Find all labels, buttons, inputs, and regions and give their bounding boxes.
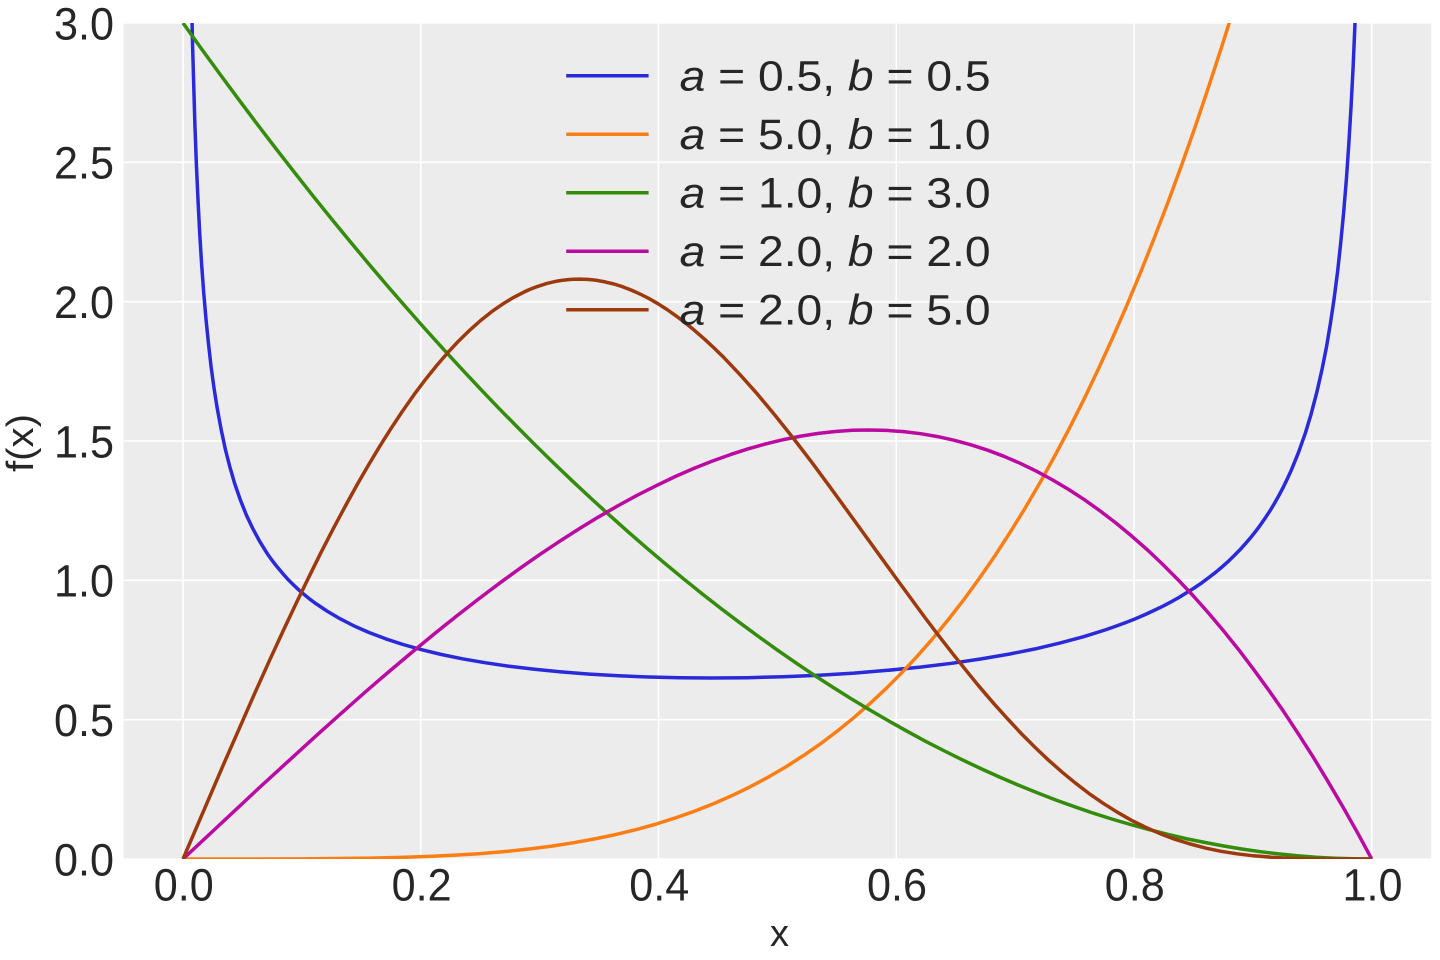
svg-text:0.8: 0.8 bbox=[1105, 859, 1165, 910]
svg-text:1.0: 1.0 bbox=[1343, 859, 1403, 910]
svg-text:0.2: 0.2 bbox=[392, 859, 452, 910]
svg-text:x: x bbox=[770, 913, 789, 955]
svg-text:2.0: 2.0 bbox=[54, 277, 114, 328]
svg-text:0.6: 0.6 bbox=[867, 859, 927, 910]
svg-text:3.0: 3.0 bbox=[54, 0, 114, 49]
svg-text:a = 2.0, b = 2.0: a = 2.0, b = 2.0 bbox=[680, 228, 991, 276]
svg-text:a = 5.0, b = 1.0: a = 5.0, b = 1.0 bbox=[680, 111, 991, 159]
svg-text:0.4: 0.4 bbox=[629, 859, 689, 910]
svg-text:0.5: 0.5 bbox=[54, 695, 114, 746]
svg-text:0.0: 0.0 bbox=[154, 859, 214, 910]
svg-text:a = 1.0, b = 3.0: a = 1.0, b = 3.0 bbox=[680, 170, 991, 218]
svg-text:a = 0.5, b = 0.5: a = 0.5, b = 0.5 bbox=[680, 53, 991, 101]
svg-text:1.0: 1.0 bbox=[54, 556, 114, 607]
svg-text:2.5: 2.5 bbox=[54, 138, 114, 189]
svg-text:0.0: 0.0 bbox=[54, 834, 114, 885]
svg-text:a = 2.0, b = 5.0: a = 2.0, b = 5.0 bbox=[680, 287, 991, 335]
svg-text:f(x): f(x) bbox=[0, 414, 42, 472]
svg-text:1.5: 1.5 bbox=[54, 416, 114, 467]
